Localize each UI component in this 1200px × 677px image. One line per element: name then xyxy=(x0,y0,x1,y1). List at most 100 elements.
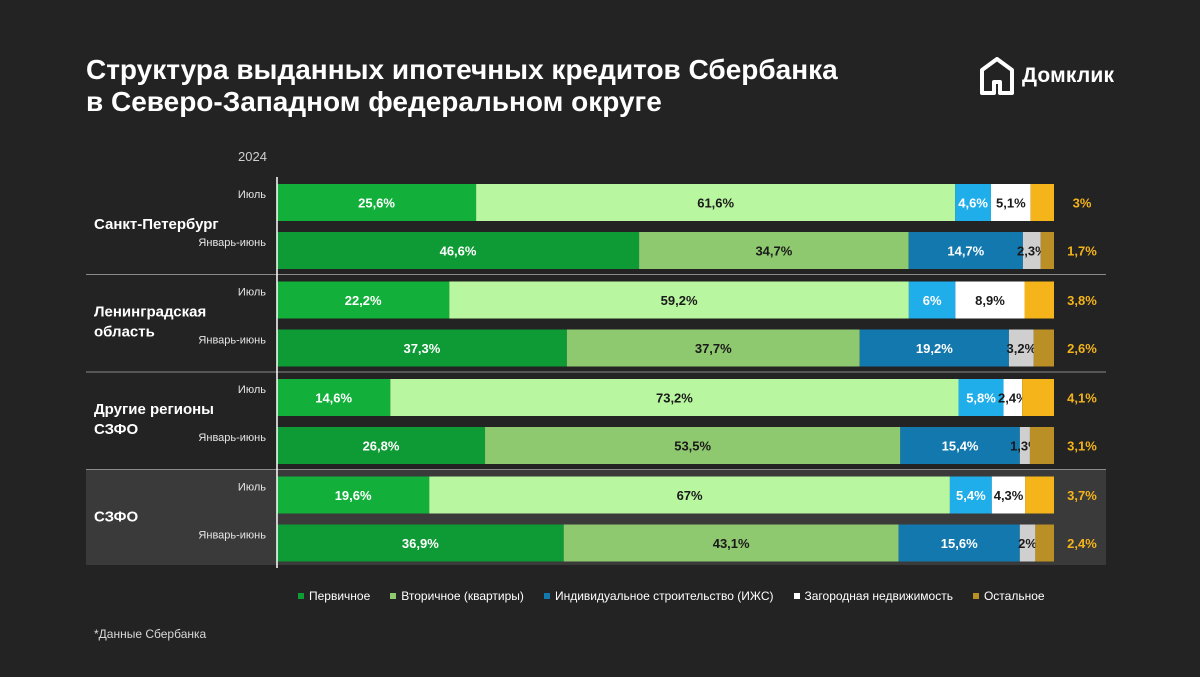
period-label: Январь-июнь xyxy=(198,432,266,444)
data-label: 19,6% xyxy=(335,488,372,503)
data-label-outside: 1,7% xyxy=(1067,244,1097,259)
bar-segment xyxy=(908,232,1023,269)
data-label: 36,9% xyxy=(402,536,439,551)
legend-item: Индивидуальное строительство (ИЖС) xyxy=(543,589,774,603)
data-label-outside: 4,1% xyxy=(1067,391,1097,406)
data-label: 15,4% xyxy=(942,439,979,454)
bar-segment xyxy=(277,329,567,367)
data-label: 73,2% xyxy=(656,391,693,406)
bar-segment xyxy=(485,427,901,464)
data-label: 5,1% xyxy=(996,196,1026,211)
bar-segment xyxy=(277,379,391,416)
data-label: 8,9% xyxy=(975,293,1005,308)
bar-segment xyxy=(639,232,909,269)
data-label: 37,3% xyxy=(403,341,440,356)
data-label-outside: 2,6% xyxy=(1067,341,1097,356)
data-label: 34,7% xyxy=(755,244,792,259)
bar-segment xyxy=(429,476,950,514)
legend-label: Вторичное (квартиры) xyxy=(401,589,524,603)
legend-swatch xyxy=(793,593,800,599)
legend-item: Первичное xyxy=(298,589,370,603)
bar-segment xyxy=(1008,329,1034,367)
data-label: 19,2% xyxy=(916,341,953,356)
bar-segment xyxy=(1029,427,1054,464)
data-label: 46,6% xyxy=(440,244,477,259)
bar-segment xyxy=(277,232,640,269)
group-name-line: Санкт-Петербург xyxy=(94,216,219,233)
data-label: 14,7% xyxy=(947,244,984,259)
group-name-label: СЗФО xyxy=(94,508,138,525)
group-name-label: Санкт-Петербург xyxy=(94,216,219,233)
data-label-outside: 3% xyxy=(1073,196,1092,211)
data-label: 53,5% xyxy=(674,439,711,454)
data-label: 2,4% xyxy=(998,391,1028,406)
period-label: Январь-июнь xyxy=(198,530,266,542)
bar-segment xyxy=(908,281,956,319)
bar-segment xyxy=(1019,427,1030,464)
chart-legend: Первичное Вторичное (квартиры) Индивидуаль… xyxy=(298,589,1045,603)
domclick-logo: Домклик xyxy=(980,57,1114,95)
bar-segment xyxy=(277,184,477,221)
group-name-label: Ленинградская область xyxy=(94,303,206,340)
data-label-outside: 2,4% xyxy=(1067,536,1097,551)
chart-title-line-2: в Северо-Западном федеральном округе xyxy=(86,86,662,117)
bar-segment xyxy=(955,281,1025,319)
group-name-line: Ленинградская xyxy=(94,303,206,320)
bar-segment xyxy=(277,524,564,562)
bar-segment xyxy=(859,329,1009,367)
bar-segment xyxy=(277,281,450,319)
bar-segment xyxy=(955,184,991,221)
group-name-line: Другие регионы xyxy=(94,401,214,418)
data-label: 67% xyxy=(677,488,703,503)
data-label: 2,3% xyxy=(1017,244,1047,259)
logo-text: Домклик xyxy=(1022,64,1115,87)
year-label: 2024 xyxy=(238,149,267,164)
bar-segment xyxy=(958,379,1004,416)
legend-label: Остальное xyxy=(983,589,1045,603)
legend-swatch xyxy=(298,593,304,599)
bar-segment xyxy=(277,427,486,464)
data-label: 61,6% xyxy=(697,196,734,211)
data-label: 5,4% xyxy=(956,488,986,503)
data-label: 37,7% xyxy=(695,341,732,356)
chart-title: Структура выданных ипотечных кредитов Сб… xyxy=(86,54,926,118)
legend-label: Индивидуальное строительство (ИЖС) xyxy=(554,589,774,603)
bar-segment xyxy=(1003,379,1023,416)
bar-segment xyxy=(1025,476,1054,514)
bar-segment xyxy=(476,184,956,221)
data-label-outside: 3,8% xyxy=(1067,293,1097,308)
data-label: 14,6% xyxy=(315,391,352,406)
legend-label: Загородная недвижимость xyxy=(804,589,953,603)
data-label: 59,2% xyxy=(661,293,698,308)
data-label: 5,8% xyxy=(966,391,996,406)
legend-item: Остальное xyxy=(972,589,1045,603)
bar-segment xyxy=(1019,524,1036,562)
legend-label: Первичное xyxy=(309,589,371,603)
bar-segment xyxy=(277,476,430,514)
data-label: 43,1% xyxy=(713,536,750,551)
bar-segment xyxy=(1035,524,1054,562)
bar-segment xyxy=(1022,379,1054,416)
data-label: 6% xyxy=(923,293,942,308)
period-label: Июль xyxy=(238,189,266,201)
house-logo-icon xyxy=(980,57,1014,95)
group-name-label: Другие регионы СЗФО xyxy=(94,401,214,438)
footnote: *Данные Сбербанка xyxy=(94,627,207,641)
bar-segment xyxy=(566,329,860,367)
legend-swatch xyxy=(543,593,550,599)
data-label-outside: 3,1% xyxy=(1067,439,1097,454)
bar-segment xyxy=(449,281,909,319)
bar-segment xyxy=(949,476,992,514)
bar-segment xyxy=(991,184,1031,221)
group-name-line: СЗФО xyxy=(94,508,138,525)
data-label: 25,6% xyxy=(358,196,395,211)
data-label: 2% xyxy=(1018,536,1037,551)
bar-segment xyxy=(900,427,1020,464)
data-label: 22,2% xyxy=(345,293,382,308)
stacked-bar-chart: Санкт-Петербург Июль 25,6% 61,6% 4,6% 5,1% 3% Я… xyxy=(86,177,1106,568)
period-label: Июль xyxy=(238,384,266,396)
bar-segment xyxy=(390,379,959,416)
period-label: Январь-июнь xyxy=(198,335,266,347)
legend-swatch xyxy=(390,593,397,599)
bar-segment xyxy=(898,524,1020,562)
